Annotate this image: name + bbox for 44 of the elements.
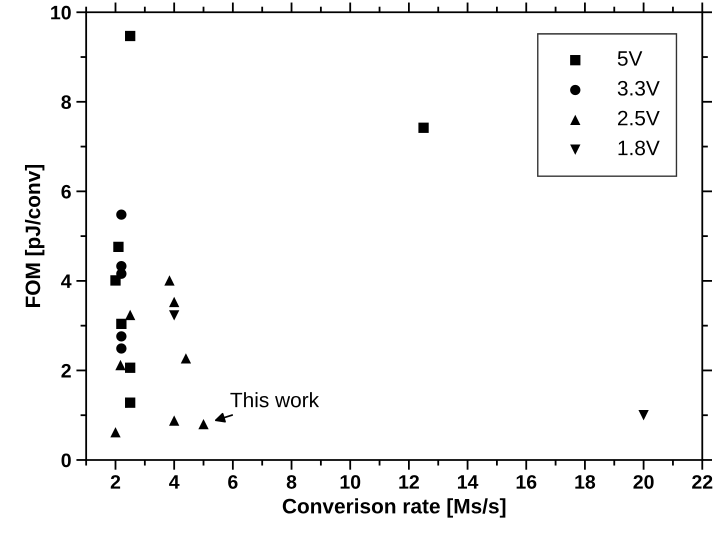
point: [125, 310, 136, 320]
point: [164, 275, 175, 286]
point: [116, 343, 127, 354]
point: [198, 419, 209, 430]
legend-label: 5V: [618, 51, 642, 66]
point: [418, 122, 429, 133]
point: [116, 318, 127, 330]
y-tick-label: 2: [61, 364, 71, 378]
x-tick-label: 14: [458, 475, 478, 489]
x-tick-label: 22: [692, 475, 712, 489]
point: [115, 360, 126, 370]
point: [638, 410, 649, 420]
x-tick-label: 4: [169, 475, 180, 489]
point: [125, 398, 136, 408]
point: [180, 353, 192, 364]
legend-label: 3.3V: [618, 80, 660, 96]
point: [169, 310, 180, 321]
point: [169, 415, 180, 426]
x-tick-label: 12: [399, 475, 419, 489]
point: [125, 30, 136, 42]
point: [110, 427, 121, 438]
y-tick-label: 4: [61, 274, 72, 288]
legend-label: 2.5V: [618, 110, 660, 126]
x-tick-label: 16: [516, 475, 536, 489]
point: [169, 296, 180, 308]
y-tick-label: 6: [61, 184, 71, 199]
x-tick-label: 18: [575, 475, 596, 489]
y-tick-label: 0: [62, 453, 71, 468]
point: [116, 331, 127, 342]
point: [116, 209, 127, 220]
x-axis-title: Converison rate [Ms/s]: [282, 498, 506, 518]
annotation: This work: [230, 392, 320, 408]
legend-label: 1.8V: [618, 140, 660, 156]
y-tick-label: 10: [51, 6, 71, 20]
y-axis-title: FOM [pJ/conv]: [24, 164, 44, 308]
x-tick-label: 6: [228, 475, 238, 489]
x-tick-label: 2: [110, 475, 120, 489]
x-tick-label: 20: [633, 475, 654, 489]
y-tick-label: 8: [61, 95, 71, 110]
x-tick-label: 10: [340, 475, 360, 489]
point: [116, 268, 127, 279]
point: [125, 362, 136, 373]
point: [113, 242, 124, 252]
x-tick-label: 8: [286, 475, 296, 489]
